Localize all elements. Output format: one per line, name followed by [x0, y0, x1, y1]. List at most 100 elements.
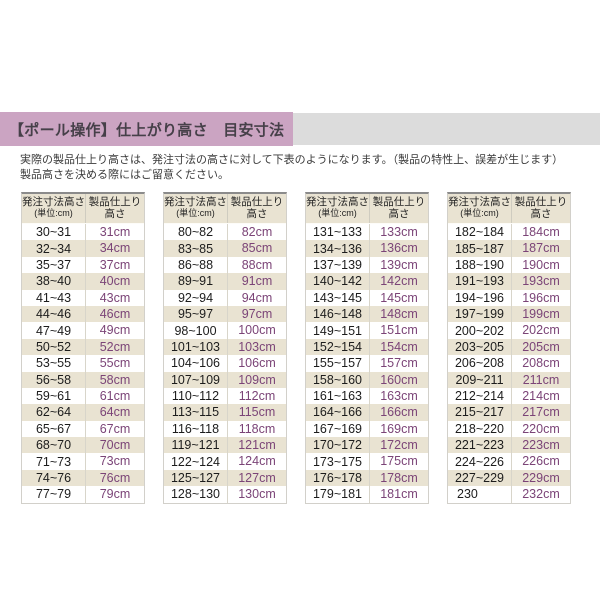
- finished-height-value: 49cm: [85, 322, 144, 339]
- table-row: 62~64 64cm: [22, 404, 144, 421]
- description-line-2: 製品高さを決める際にはご留意ください。: [20, 169, 229, 181]
- order-height-range: 170~172: [312, 438, 362, 453]
- finished-height-value: 172cm: [369, 437, 428, 454]
- finished-height-value: 67cm: [85, 420, 144, 438]
- order-height-range: 197~199: [454, 307, 504, 322]
- table-row: 155~157 157cm: [306, 355, 428, 372]
- table-row: 47~49 49cm: [22, 322, 144, 339]
- finished-height-value: 76cm: [85, 469, 144, 487]
- table-row: 86~88 88cm: [164, 256, 286, 274]
- finished-height-value: 88cm: [227, 256, 286, 274]
- table-row: 131~133 133cm: [306, 224, 428, 241]
- table-row: 194~196 196cm: [448, 289, 570, 306]
- table-row: 161~163 163cm: [306, 387, 428, 405]
- table-row: 227~229 229cm: [448, 469, 570, 487]
- table-row: 203~205 205cm: [448, 338, 570, 356]
- finished-height-column-header: 製品仕上り 高さ: [511, 194, 570, 223]
- table-row: 134~136 136cm: [306, 240, 428, 257]
- order-height-range: 56~58: [35, 372, 72, 387]
- table-row: 167~169 169cm: [306, 420, 428, 438]
- order-height-range: 194~196: [454, 290, 504, 305]
- table-row: 44~46 46cm: [22, 305, 144, 323]
- finished-height-value: 196cm: [511, 289, 570, 306]
- finished-height-value: 151cm: [369, 322, 428, 339]
- finished-height-value: 97cm: [227, 305, 286, 323]
- finished-height-value: 154cm: [369, 338, 428, 356]
- order-height-range: 149~151: [312, 323, 362, 338]
- order-height-range: 38~40: [35, 274, 72, 289]
- order-height-range: 176~178: [312, 471, 362, 486]
- order-height-range: 71~73: [35, 454, 72, 469]
- order-height-range: 107~109: [170, 372, 220, 387]
- table-row: 74~76 76cm: [22, 469, 144, 487]
- finished-height-value: 58cm: [85, 371, 144, 388]
- table-row: 143~145 145cm: [306, 289, 428, 306]
- order-height-column-header: 発注寸法高さ (単位:cm): [164, 196, 227, 218]
- finished-height-value: 70cm: [85, 437, 144, 454]
- order-height-range: 179~181: [312, 487, 362, 502]
- finished-height-value: 46cm: [85, 305, 144, 323]
- order-height-range: 44~46: [35, 307, 72, 322]
- order-height-range: 59~61: [35, 389, 72, 404]
- finished-height-value: 73cm: [85, 453, 144, 470]
- finished-height-value: 43cm: [85, 289, 144, 306]
- table-row: 128~130 130cm: [164, 486, 286, 503]
- finished-height-value: 220cm: [511, 420, 570, 438]
- order-height-range: 209~211: [455, 372, 504, 387]
- table-row: 191~193 193cm: [448, 273, 570, 290]
- order-height-range: 77~79: [35, 487, 72, 502]
- order-height-range: 53~55: [35, 356, 72, 371]
- finished-height-column-header: 製品仕上り 高さ: [369, 194, 428, 223]
- table-row: 230 232cm: [448, 486, 570, 503]
- table-row: 113~115 115cm: [164, 404, 286, 421]
- order-height-range: 143~145: [312, 290, 362, 305]
- order-height-range: 203~205: [454, 339, 504, 354]
- table-row: 71~73 73cm: [22, 453, 144, 470]
- finished-height-value: 226cm: [511, 453, 570, 470]
- table-header-row: 発注寸法高さ (単位:cm) 製品仕上り 高さ: [448, 194, 570, 224]
- finished-height-value: 130cm: [227, 486, 286, 503]
- table-row: 56~58 58cm: [22, 371, 144, 388]
- table-row: 218~220 220cm: [448, 420, 570, 438]
- order-height-range: 230: [457, 487, 478, 502]
- table-row: 53~55 55cm: [22, 355, 144, 372]
- table-row: 212~214 214cm: [448, 387, 570, 405]
- order-height-range: 146~148: [312, 307, 362, 322]
- table-row: 173~175 175cm: [306, 453, 428, 470]
- order-height-range: 206~208: [454, 356, 504, 371]
- finished-height-value: 217cm: [511, 404, 570, 421]
- finished-height-value: 31cm: [85, 224, 144, 241]
- finished-height-value: 79cm: [85, 486, 144, 503]
- table-header-row: 発注寸法高さ (単位:cm) 製品仕上り 高さ: [306, 194, 428, 224]
- size-table: 発注寸法高さ (単位:cm) 製品仕上り 高さ 80~82 82cm 83~85 85cm 86…: [163, 192, 287, 504]
- finished-height-value: 121cm: [227, 437, 286, 454]
- finished-height-value: 223cm: [511, 437, 570, 454]
- finished-height-value: 142cm: [369, 273, 428, 290]
- finished-height-value: 175cm: [369, 453, 428, 470]
- order-height-range: 158~160: [312, 372, 362, 387]
- table-row: 77~79 79cm: [22, 486, 144, 503]
- table-row: 179~181 181cm: [306, 486, 428, 503]
- order-height-range: 221~223: [454, 438, 504, 453]
- finished-height-value: 193cm: [511, 273, 570, 290]
- order-height-range: 41~43: [35, 290, 72, 305]
- finished-height-value: 136cm: [369, 240, 428, 257]
- order-height-range: 119~121: [171, 438, 220, 453]
- table-row: 119~121 121cm: [164, 437, 286, 454]
- finished-height-value: 187cm: [511, 240, 570, 257]
- finished-height-value: 91cm: [227, 273, 286, 290]
- table-row: 170~172 172cm: [306, 437, 428, 454]
- order-height-range: 185~187: [454, 241, 504, 256]
- table-row: 50~52 52cm: [22, 338, 144, 356]
- order-height-range: 215~217: [454, 405, 504, 420]
- finished-height-value: 37cm: [85, 256, 144, 274]
- table-row: 65~67 67cm: [22, 420, 144, 438]
- order-height-range: 62~64: [35, 405, 72, 420]
- order-height-range: 74~76: [35, 471, 72, 486]
- finished-height-value: 127cm: [227, 469, 286, 487]
- finished-height-value: 64cm: [85, 404, 144, 421]
- order-height-range: 218~220: [454, 421, 504, 436]
- finished-height-value: 133cm: [369, 224, 428, 241]
- order-height-range: 104~106: [170, 356, 220, 371]
- order-height-range: 30~31: [35, 225, 72, 240]
